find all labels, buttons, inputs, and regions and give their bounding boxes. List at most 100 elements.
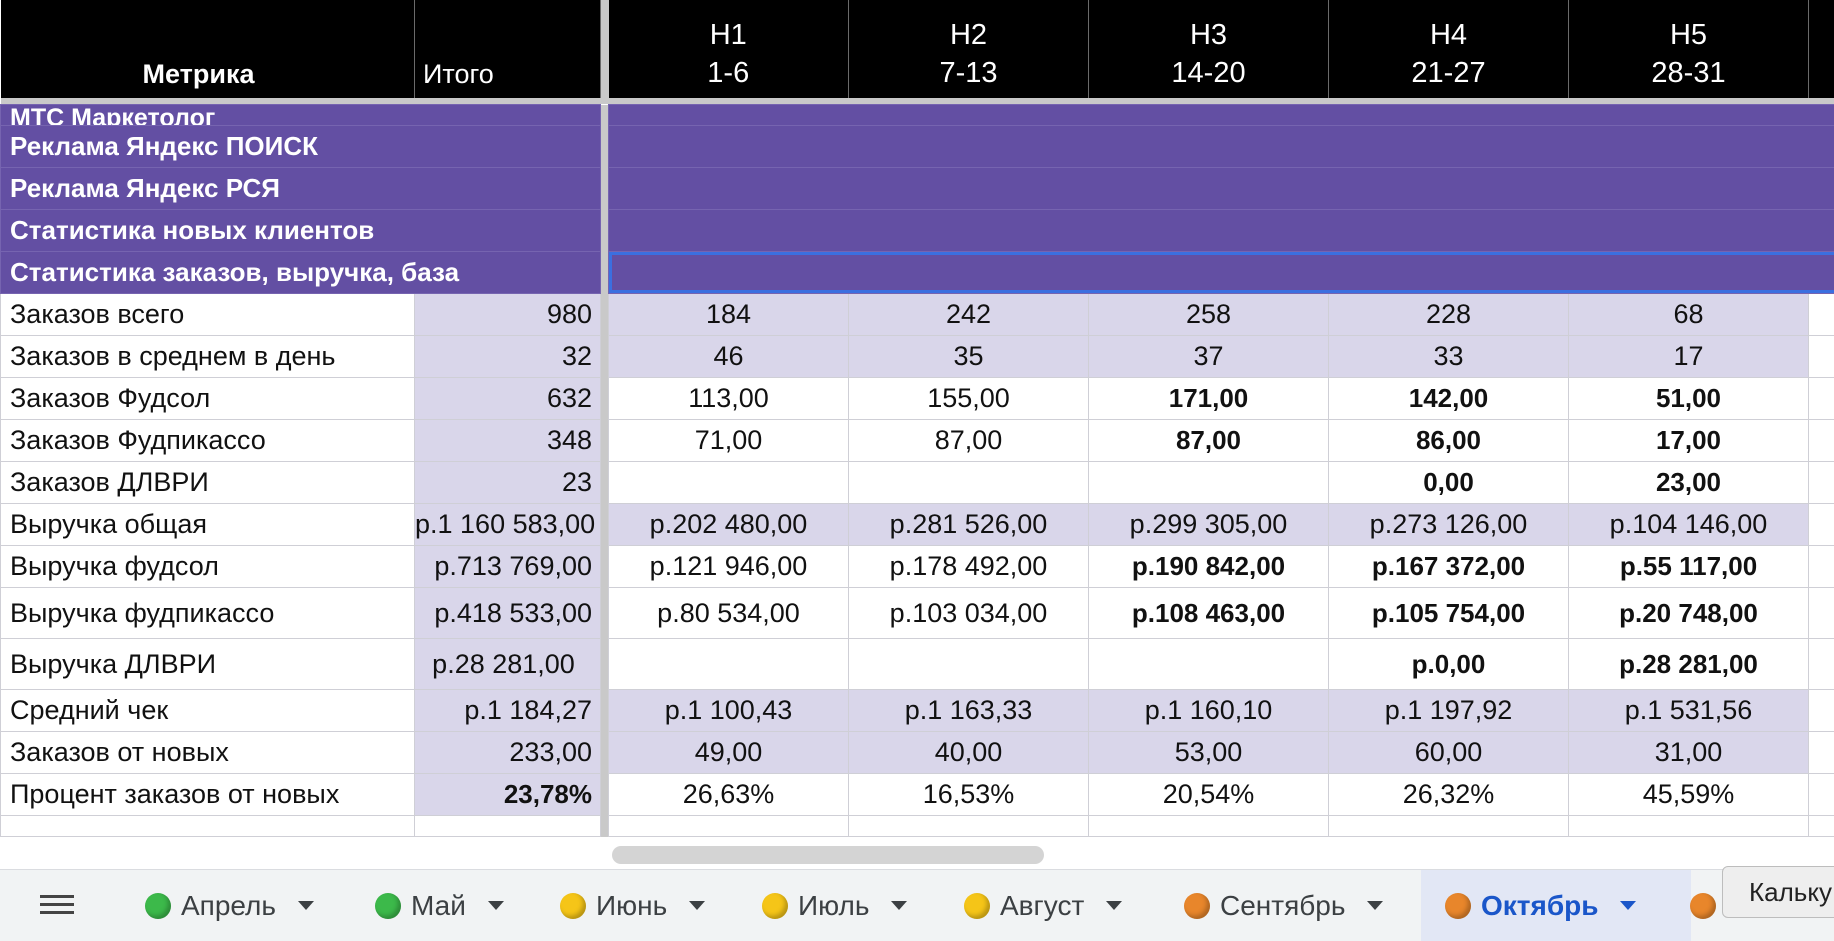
all-sheets-menu-icon[interactable] bbox=[40, 890, 74, 920]
week-cell[interactable]: р.1 100,43 bbox=[609, 690, 849, 732]
row-label[interactable]: Заказов всего bbox=[1, 294, 415, 336]
table-row[interactable]: Заказов ДЛВРИ 23 0,00 23,00 bbox=[1, 462, 1834, 504]
week-cell[interactable] bbox=[609, 462, 849, 504]
table-row[interactable]: Выручка общая р.1 160 583,00 р.202 480,0… bbox=[1, 504, 1834, 546]
week-cell[interactable]: р.281 526,00 bbox=[849, 504, 1089, 546]
week-cell[interactable]: 49,00 bbox=[609, 732, 849, 774]
section-row[interactable]: Реклама Яндекс РСЯ bbox=[1, 168, 1834, 210]
week-cell[interactable]: р.1 163,33 bbox=[849, 690, 1089, 732]
overflow-cell[interactable] bbox=[1809, 294, 1834, 336]
table-row[interactable]: Процент заказов от новых 23,78% 26,63% 1… bbox=[1, 774, 1834, 816]
sheet-tab[interactable]: Июль bbox=[762, 870, 907, 941]
section-row[interactable]: Реклама Яндекс ПОИСК bbox=[1, 126, 1834, 168]
overflow-cell[interactable] bbox=[1809, 774, 1834, 816]
week-cell[interactable]: р.121 946,00 bbox=[609, 546, 849, 588]
row-label[interactable]: Заказов Фудсол bbox=[1, 378, 415, 420]
row-label[interactable]: Заказов ДЛВРИ bbox=[1, 462, 415, 504]
section-fill[interactable] bbox=[609, 168, 1834, 210]
row-label[interactable]: Средний чек bbox=[1, 690, 415, 732]
week-cell[interactable]: 51,00 bbox=[1569, 378, 1809, 420]
section-row[interactable]: МТС Маркетолог bbox=[1, 105, 1834, 126]
week-cell[interactable]: р.178 492,00 bbox=[849, 546, 1089, 588]
week-cell[interactable]: 87,00 bbox=[1089, 420, 1329, 462]
table-row[interactable]: Выручка фудпикассо р.418 533,00 р.80 534… bbox=[1, 588, 1834, 639]
week-cell[interactable]: 228 bbox=[1329, 294, 1569, 336]
week-cell[interactable]: 35 bbox=[849, 336, 1089, 378]
week-cell[interactable]: 46 bbox=[609, 336, 849, 378]
week-cell[interactable]: 45,59% bbox=[1569, 774, 1809, 816]
week-cell[interactable] bbox=[1089, 462, 1329, 504]
section-fill[interactable] bbox=[609, 105, 1834, 126]
total-cell[interactable]: р.1 160 583,00 bbox=[415, 504, 601, 546]
section-fill[interactable] bbox=[609, 126, 1834, 168]
week-cell[interactable]: р.80 534,00 bbox=[609, 588, 849, 639]
empty-cell[interactable] bbox=[1569, 816, 1809, 837]
week-cell[interactable]: р.202 480,00 bbox=[609, 504, 849, 546]
week-cell[interactable] bbox=[849, 639, 1089, 690]
chevron-down-icon[interactable] bbox=[1620, 901, 1636, 910]
week-cell[interactable]: 23,00 bbox=[1569, 462, 1809, 504]
chevron-down-icon[interactable] bbox=[488, 901, 504, 910]
header-total[interactable]: Итого bbox=[415, 0, 601, 98]
overflow-cell[interactable] bbox=[1809, 420, 1834, 462]
week-cell[interactable]: р.299 305,00 bbox=[1089, 504, 1329, 546]
week-cell[interactable] bbox=[609, 639, 849, 690]
week-cell[interactable]: р.1 531,56 bbox=[1569, 690, 1809, 732]
table-row-empty[interactable] bbox=[1, 816, 1834, 837]
week-cell[interactable]: 17 bbox=[1569, 336, 1809, 378]
total-cell[interactable]: р.28 281,00 bbox=[415, 639, 601, 690]
sheet-tab-partial[interactable] bbox=[1690, 870, 1726, 941]
week-cell[interactable]: р.105 754,00 bbox=[1329, 588, 1569, 639]
total-cell[interactable]: р.1 184,27 bbox=[415, 690, 601, 732]
horizontal-scrollbar[interactable] bbox=[612, 846, 1044, 864]
week-cell[interactable]: 142,00 bbox=[1329, 378, 1569, 420]
week-cell[interactable]: 33 bbox=[1329, 336, 1569, 378]
week-cell[interactable]: 37 bbox=[1089, 336, 1329, 378]
total-cell[interactable]: 632 bbox=[415, 378, 601, 420]
week-cell[interactable]: 113,00 bbox=[609, 378, 849, 420]
week-cell[interactable]: 258 bbox=[1089, 294, 1329, 336]
empty-cell[interactable] bbox=[849, 816, 1089, 837]
header-overflow-cell[interactable] bbox=[1809, 0, 1834, 98]
week-cell[interactable]: 86,00 bbox=[1329, 420, 1569, 462]
week-cell[interactable]: 87,00 bbox=[849, 420, 1089, 462]
row-label[interactable]: Выручка фудсол bbox=[1, 546, 415, 588]
week-cell[interactable]: р.167 372,00 bbox=[1329, 546, 1569, 588]
row-label[interactable]: Процент заказов от новых bbox=[1, 774, 415, 816]
week-cell[interactable]: р.104 146,00 bbox=[1569, 504, 1809, 546]
section-fill[interactable] bbox=[609, 210, 1834, 252]
frozen-divider[interactable] bbox=[601, 0, 609, 98]
section-label[interactable]: Статистика новых клиентов bbox=[1, 210, 601, 252]
week-cell[interactable]: 155,00 bbox=[849, 378, 1089, 420]
overflow-cell[interactable] bbox=[1809, 378, 1834, 420]
total-cell[interactable]: р.418 533,00 bbox=[415, 588, 601, 639]
section-label[interactable]: Реклама Яндекс РСЯ bbox=[1, 168, 601, 210]
overflow-cell[interactable] bbox=[1809, 639, 1834, 690]
total-cell[interactable]: 348 bbox=[415, 420, 601, 462]
total-cell[interactable]: 233,00 bbox=[415, 732, 601, 774]
week-cell[interactable]: 31,00 bbox=[1569, 732, 1809, 774]
week-cell[interactable]: р.20 748,00 bbox=[1569, 588, 1809, 639]
table-row[interactable]: Выручка фудсол р.713 769,00 р.121 946,00… bbox=[1, 546, 1834, 588]
overflow-cell[interactable] bbox=[1809, 690, 1834, 732]
chevron-down-icon[interactable] bbox=[689, 901, 705, 910]
chevron-down-icon[interactable] bbox=[1367, 901, 1383, 910]
overflow-cell[interactable] bbox=[1809, 336, 1834, 378]
week-cell[interactable]: 60,00 bbox=[1329, 732, 1569, 774]
total-cell[interactable]: 23 bbox=[415, 462, 601, 504]
row-label[interactable]: Заказов в среднем в день bbox=[1, 336, 415, 378]
table-row[interactable]: Средний чек р.1 184,27 р.1 100,43 р.1 16… bbox=[1, 690, 1834, 732]
total-cell[interactable]: 23,78% bbox=[415, 774, 601, 816]
week-cell[interactable]: 26,32% bbox=[1329, 774, 1569, 816]
table-row[interactable]: Заказов всего 980 184 242 258 228 68 bbox=[1, 294, 1834, 336]
section-label[interactable]: Статистика заказов, выручка, база bbox=[1, 252, 601, 294]
row-label[interactable]: Заказов от новых bbox=[1, 732, 415, 774]
chevron-down-icon[interactable] bbox=[1106, 901, 1122, 910]
empty-cell[interactable] bbox=[1, 816, 415, 837]
week-cell[interactable]: 171,00 bbox=[1089, 378, 1329, 420]
week-cell[interactable] bbox=[1089, 639, 1329, 690]
section-label[interactable]: МТС Маркетолог bbox=[1, 105, 601, 126]
